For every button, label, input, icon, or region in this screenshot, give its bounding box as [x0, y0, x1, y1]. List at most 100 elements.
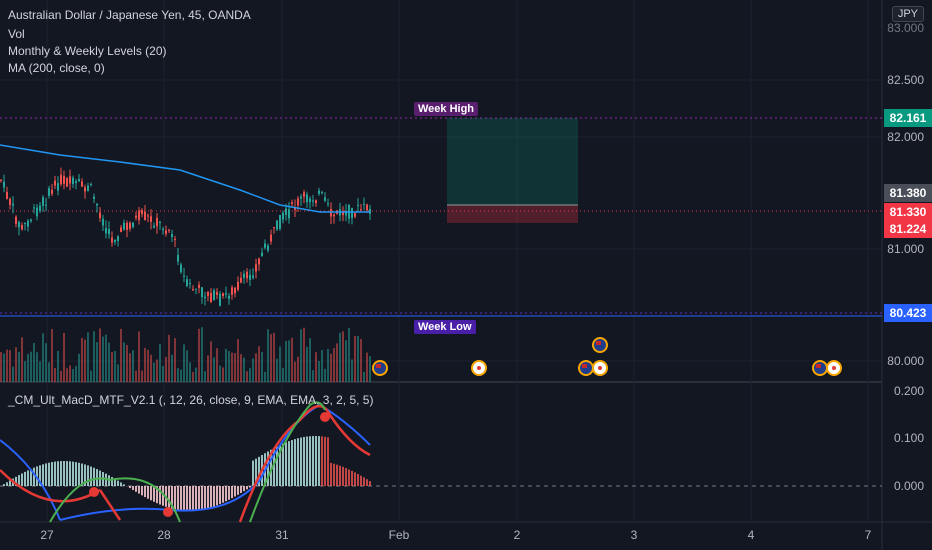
macd-histogram-bar — [219, 486, 221, 505]
candle-body — [75, 181, 77, 183]
volume-bar — [0, 352, 2, 382]
macd-histogram-bar — [333, 463, 335, 486]
volume-bar — [66, 368, 68, 382]
volume-bar — [210, 341, 212, 382]
currency-button[interactable]: JPY — [891, 6, 924, 22]
macd-histogram-bar — [234, 486, 236, 497]
macd-histogram-bar — [345, 468, 347, 486]
price-tick: 82.000 — [887, 130, 924, 144]
candle-body — [243, 273, 245, 278]
volume-bar — [276, 358, 278, 382]
candle-body — [252, 275, 254, 278]
volume-bar — [342, 331, 344, 382]
candle-body — [33, 207, 35, 209]
macd-histogram-bar — [69, 461, 71, 486]
macd-histogram-bar — [138, 486, 140, 494]
week-high-price-tag: 82.161 — [884, 109, 932, 127]
macd-histogram-bar — [309, 436, 311, 486]
volume-bar — [84, 339, 86, 382]
indicator-levels[interactable]: Monthly & Weekly Levels (20) — [8, 44, 167, 58]
macd-histogram-bar — [339, 465, 341, 486]
candle-body — [162, 228, 164, 231]
candle-body — [132, 222, 134, 228]
macd-histogram-bar — [18, 475, 20, 486]
macd-histogram-bar — [6, 482, 8, 486]
volume-bar — [117, 364, 119, 382]
volume-bar — [60, 370, 62, 382]
candle-body — [300, 196, 302, 199]
candle-body — [27, 220, 29, 227]
macd-histogram-bar — [225, 486, 227, 502]
macd-histogram-bar — [42, 464, 44, 486]
candle-body — [153, 225, 155, 228]
candle-body — [273, 227, 275, 229]
volume-bar — [93, 331, 95, 382]
candle-body — [258, 258, 260, 265]
candle-body — [108, 229, 110, 235]
macd-histogram-bar — [111, 477, 113, 486]
volume-bar — [102, 336, 104, 382]
macd-histogram-bar — [72, 461, 74, 486]
volume-bar — [132, 350, 134, 382]
candle-body — [276, 220, 278, 230]
volume-bar — [36, 352, 38, 382]
volume-bar — [285, 340, 287, 382]
event-jp-flag-icon[interactable] — [471, 360, 487, 376]
candle-body — [342, 210, 344, 216]
symbol-title[interactable]: Australian Dollar / Japanese Yen, 45, OA… — [8, 8, 251, 22]
volume-bar — [357, 335, 359, 382]
event-jp-flag-icon[interactable] — [826, 360, 842, 376]
candle-body — [120, 227, 122, 233]
candle-body — [177, 254, 179, 262]
macd-histogram-bar — [159, 486, 161, 505]
volume-bar — [213, 357, 215, 382]
macd-histogram-bar — [147, 486, 149, 499]
event-au-flag-icon[interactable] — [372, 360, 388, 376]
macd-histogram-bar — [27, 470, 29, 486]
macd-histogram-bar — [240, 486, 242, 493]
candle-body — [183, 275, 185, 277]
macd-histogram-bar — [321, 436, 323, 486]
volume-bar — [315, 352, 317, 382]
candle-body — [297, 198, 299, 206]
macd-histogram-bar — [132, 486, 134, 490]
macd-histogram-bar — [87, 465, 89, 486]
candle-body — [186, 279, 188, 286]
indicator-ma[interactable]: MA (200, close, 0) — [8, 61, 105, 75]
event-au-flag-icon[interactable] — [592, 337, 608, 353]
time-label: 2 — [513, 528, 521, 542]
indicator-vol[interactable]: Vol — [8, 27, 25, 41]
candle-body — [48, 188, 50, 196]
candle-body — [303, 192, 305, 197]
macd-histogram-bar — [222, 486, 224, 503]
volume-bar — [351, 359, 353, 382]
macd-histogram-bar — [300, 437, 302, 486]
macd-histogram-bar — [279, 445, 281, 486]
macd-histogram-bar — [96, 469, 98, 486]
macd-histogram-bar — [198, 486, 200, 511]
volume-bar — [267, 329, 269, 382]
volume-bar — [348, 328, 350, 382]
candle-body — [333, 214, 335, 217]
time-label: 31 — [275, 528, 289, 542]
macd-histogram-bar — [366, 479, 368, 486]
volume-bar — [249, 368, 251, 382]
macd-histogram-bar — [60, 461, 62, 486]
macd-histogram-bar — [231, 486, 233, 499]
candle-body — [105, 228, 107, 234]
macd-title[interactable]: _CM_Ult_MacD_MTF_V2.1 (, 12, 26, close, … — [8, 393, 374, 407]
volume-bar — [234, 353, 236, 382]
candle-body — [282, 212, 284, 220]
volume-bar — [162, 366, 164, 382]
candle-body — [216, 292, 218, 295]
macd-histogram-bar — [330, 462, 332, 486]
volume-bar — [183, 344, 185, 382]
current-price-tag: 81.380 — [884, 184, 932, 202]
macd-histogram-bar — [189, 486, 191, 511]
macd-histogram-bar — [75, 462, 77, 486]
event-jp-flag-icon[interactable] — [592, 360, 608, 376]
candle-body — [3, 181, 5, 188]
candle-body — [21, 225, 23, 230]
macd-histogram-bar — [81, 463, 83, 486]
